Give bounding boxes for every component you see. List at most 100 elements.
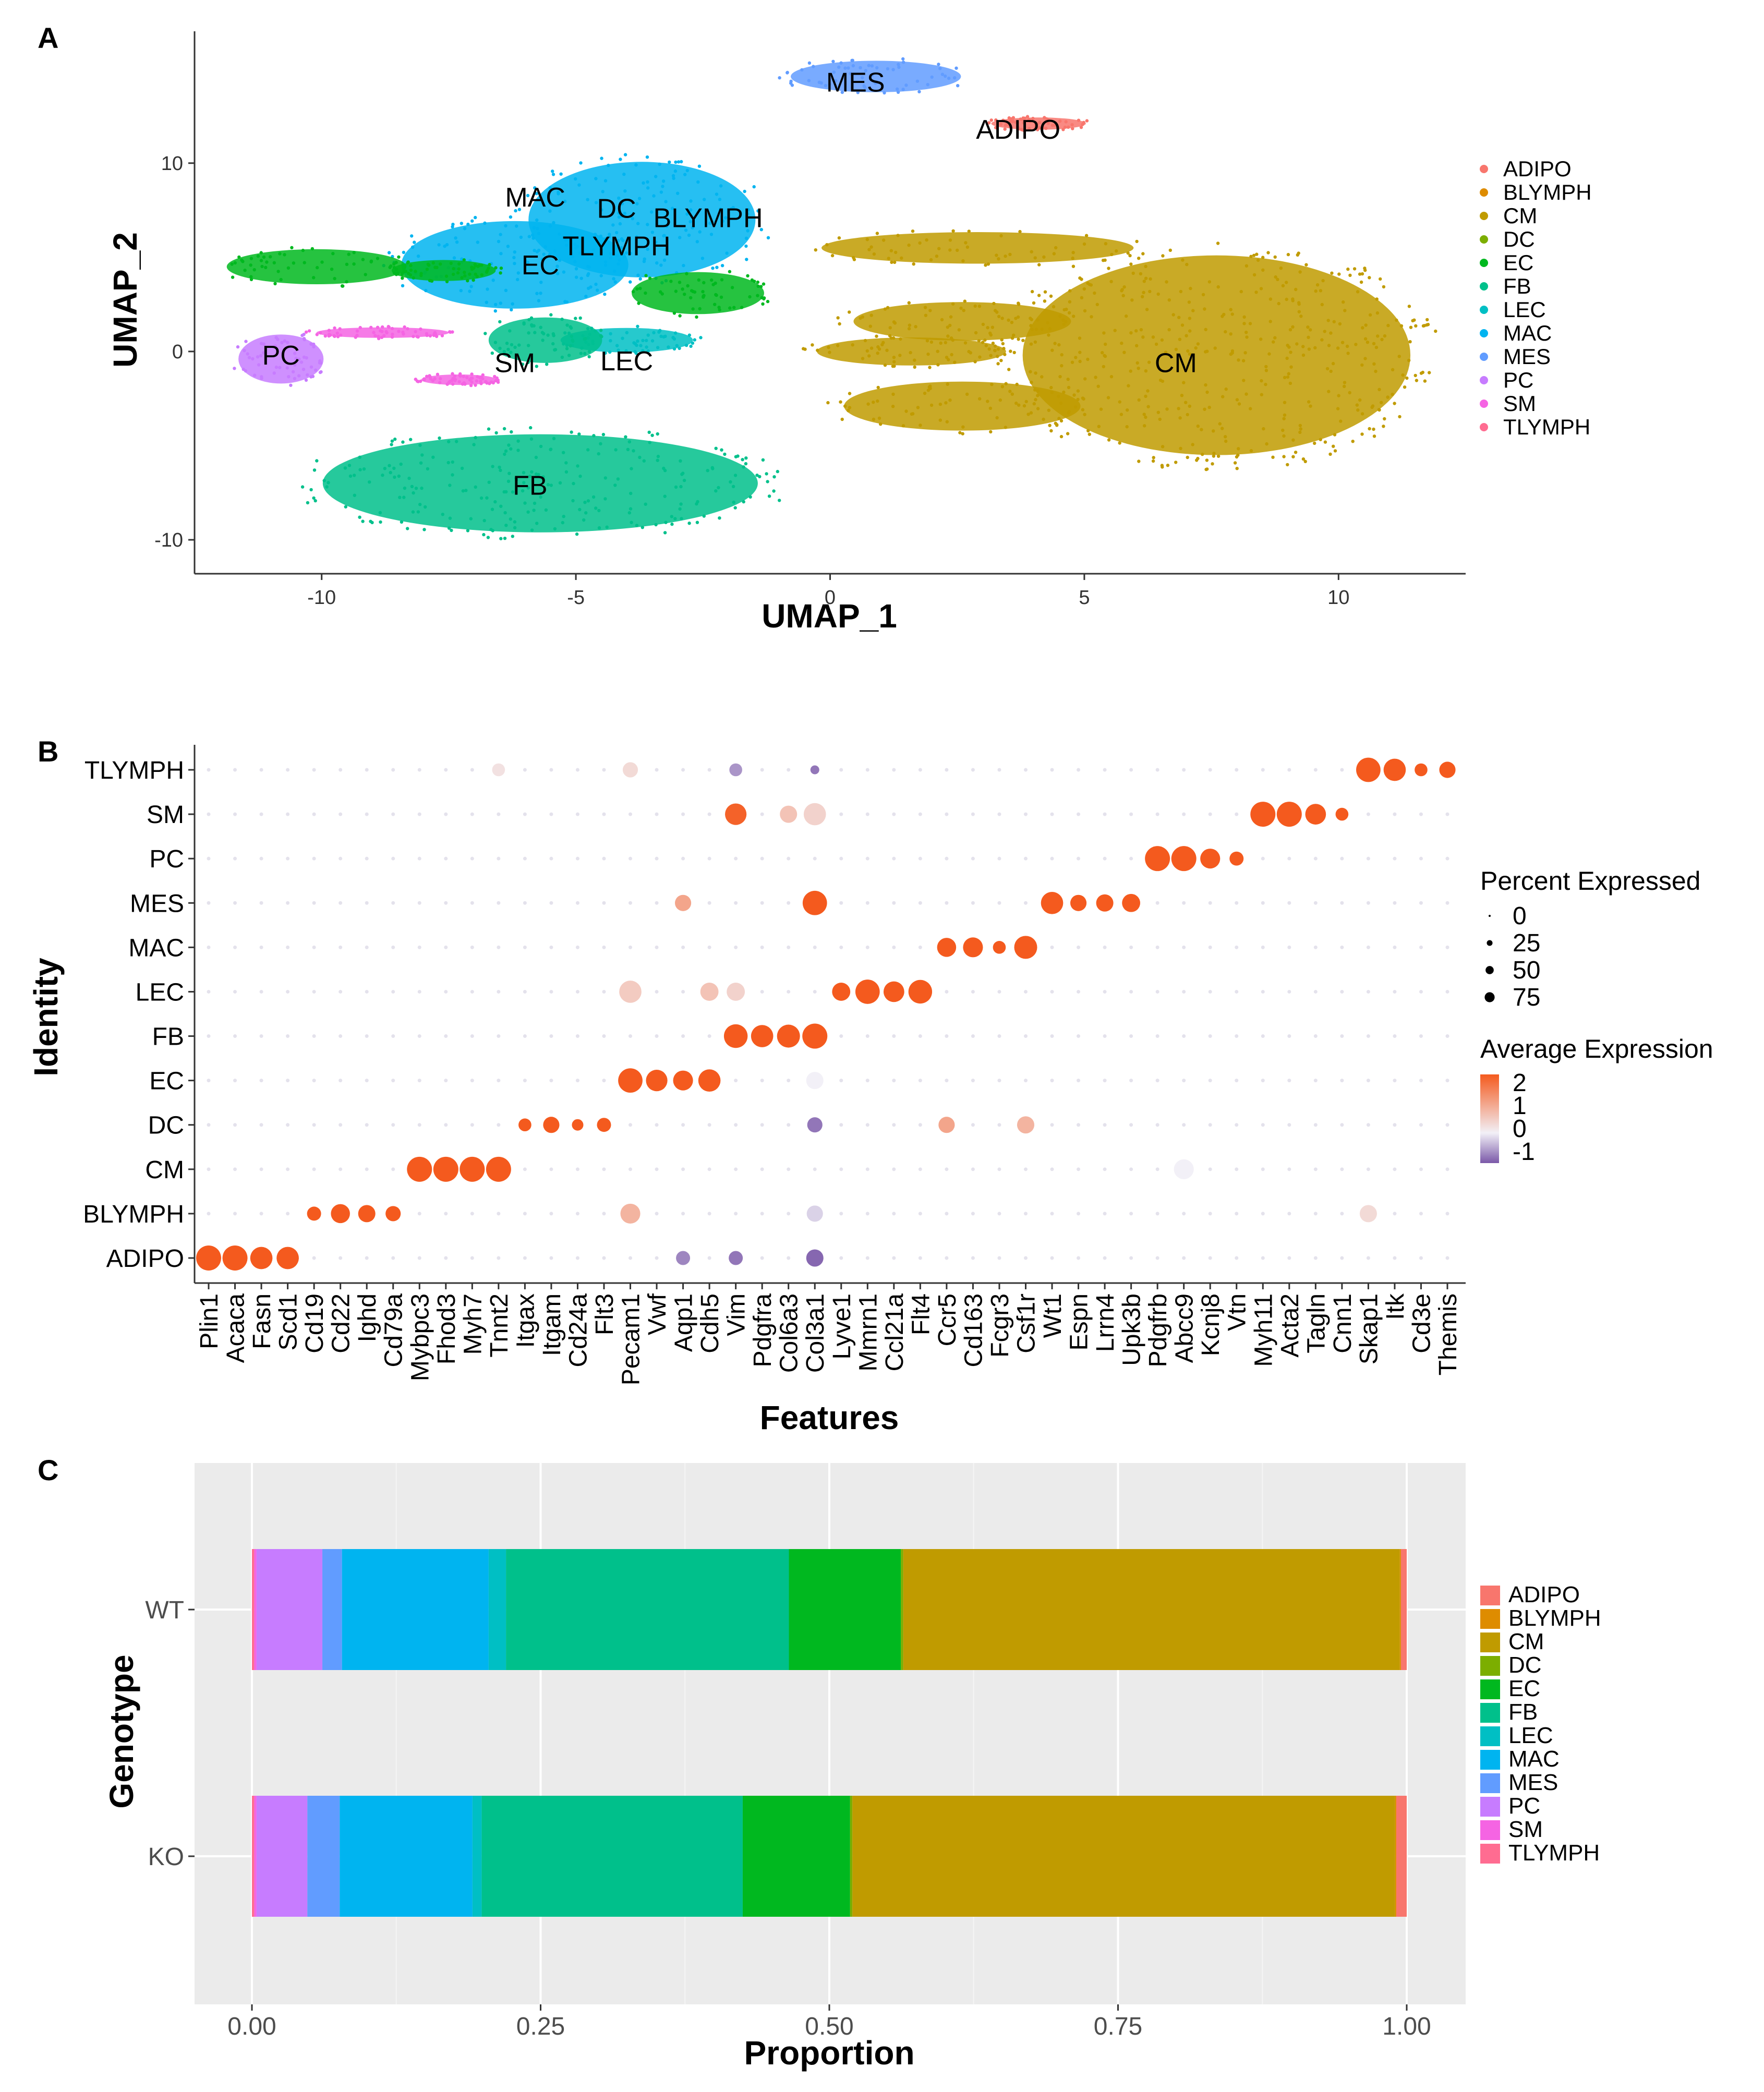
umap-cell	[483, 221, 487, 225]
dot-bg-cell	[1340, 768, 1344, 772]
dot-bg-cell	[312, 901, 316, 905]
umap-cell	[732, 500, 735, 504]
umap-cell	[1070, 123, 1074, 127]
dot-bg-cell	[1182, 901, 1186, 905]
umap-cell	[695, 240, 699, 244]
dot-ec-cdh5	[698, 1069, 721, 1092]
dot-bg-cell	[945, 1034, 949, 1038]
umap-cell	[1191, 309, 1195, 312]
umap-cell	[376, 257, 380, 260]
umap-cell	[509, 215, 513, 219]
umap-cell	[315, 459, 319, 463]
umap-cell	[1103, 354, 1106, 357]
umap-cell	[503, 537, 507, 540]
umap-cell	[1361, 326, 1364, 330]
umap-cell	[464, 489, 468, 492]
umap-cell	[1031, 116, 1035, 120]
dot-bg-cell	[1155, 1123, 1159, 1127]
umap-cell	[1265, 442, 1268, 446]
umap-cell	[451, 225, 454, 228]
umap-cell	[400, 272, 404, 275]
umap-cell	[1201, 293, 1205, 297]
umap-cell	[1393, 402, 1396, 405]
umap-cell	[999, 359, 1003, 362]
umap-cell	[623, 211, 627, 215]
umap-cell	[650, 433, 654, 437]
umap-cell	[509, 350, 513, 354]
umap-cell	[354, 335, 357, 339]
umap-cell	[746, 208, 751, 212]
umap-cell	[1009, 349, 1012, 353]
umap-cell	[506, 245, 510, 248]
umap-cell	[836, 316, 840, 320]
dot-bg-cell	[1103, 768, 1107, 772]
umap-cell	[687, 333, 692, 337]
dot-bg-cell	[444, 1123, 448, 1127]
dot-bg-cell	[997, 901, 1001, 905]
umap-cell	[999, 234, 1003, 238]
umap-cell	[493, 500, 497, 504]
dot-bg-cell	[1050, 768, 1054, 772]
umap-cell	[940, 318, 944, 322]
umap-cell	[322, 479, 326, 482]
dot-bg-cell	[391, 812, 395, 816]
dot-bg-cell	[865, 1123, 869, 1127]
dot-bg-cell	[997, 1256, 1001, 1260]
umap-cell	[1314, 289, 1318, 293]
umap-cell	[1186, 413, 1189, 417]
umap-cell	[319, 331, 322, 335]
umap-cell	[650, 231, 655, 234]
umap-cell	[1129, 331, 1133, 335]
umap-cell	[402, 250, 406, 255]
dot-bg-cell	[1366, 856, 1370, 861]
dot-bg-cell	[259, 1034, 263, 1038]
umap-cell	[1339, 419, 1343, 423]
umap-cell	[273, 344, 277, 348]
dot-bg-cell	[997, 1123, 1001, 1127]
umap-cell	[869, 346, 874, 350]
umap-cluster-cm	[991, 241, 1437, 471]
dot-bg-cell	[1077, 1212, 1081, 1216]
umap-cell	[659, 334, 663, 338]
umap-cell	[1313, 441, 1316, 445]
umap-cell	[262, 255, 266, 259]
umap-cell	[297, 374, 301, 378]
umap-cell	[1233, 461, 1237, 465]
umap-cluster-cm	[802, 334, 1012, 369]
dot-bg-cell	[1287, 901, 1291, 905]
dot-bg-cell	[1445, 901, 1449, 905]
bar-segment-wt-tlymph	[252, 1549, 255, 1670]
umap-cell	[1291, 299, 1295, 303]
umap-cell	[891, 405, 895, 408]
umap-cell	[458, 373, 462, 377]
dot-bg-cell	[1313, 1256, 1318, 1260]
dot-identity-label: CM	[145, 1156, 184, 1184]
dot-bg-cell	[760, 945, 764, 949]
dot-bg-cell	[602, 768, 606, 772]
umap-cell	[641, 338, 645, 342]
dot-bg-cell	[365, 989, 369, 994]
umap-cell	[401, 276, 404, 280]
umap-cell	[401, 284, 405, 287]
umap-cell	[1011, 116, 1016, 119]
umap-cell	[476, 240, 479, 244]
dot-bg-cell	[444, 768, 448, 772]
umap-cell	[527, 331, 530, 335]
dot-bg-cell	[470, 1079, 474, 1083]
umap-cell	[718, 198, 722, 201]
umap-cell	[533, 501, 537, 505]
umap-cell	[684, 343, 688, 347]
umap-cell	[535, 522, 539, 525]
dot-mes-wt1	[1041, 891, 1064, 914]
umap-cell	[513, 520, 517, 524]
umap-cell	[488, 382, 491, 385]
bar-segment-ko-lec	[472, 1796, 482, 1917]
dot-bg-cell	[1313, 1212, 1318, 1216]
dot-mes-espn	[1070, 894, 1087, 911]
umap-cell	[1319, 289, 1323, 293]
bar-legend-swatch	[1480, 1773, 1500, 1793]
umap-cell	[508, 471, 511, 475]
umap-cell	[1291, 438, 1295, 442]
umap-cell	[1034, 124, 1038, 128]
